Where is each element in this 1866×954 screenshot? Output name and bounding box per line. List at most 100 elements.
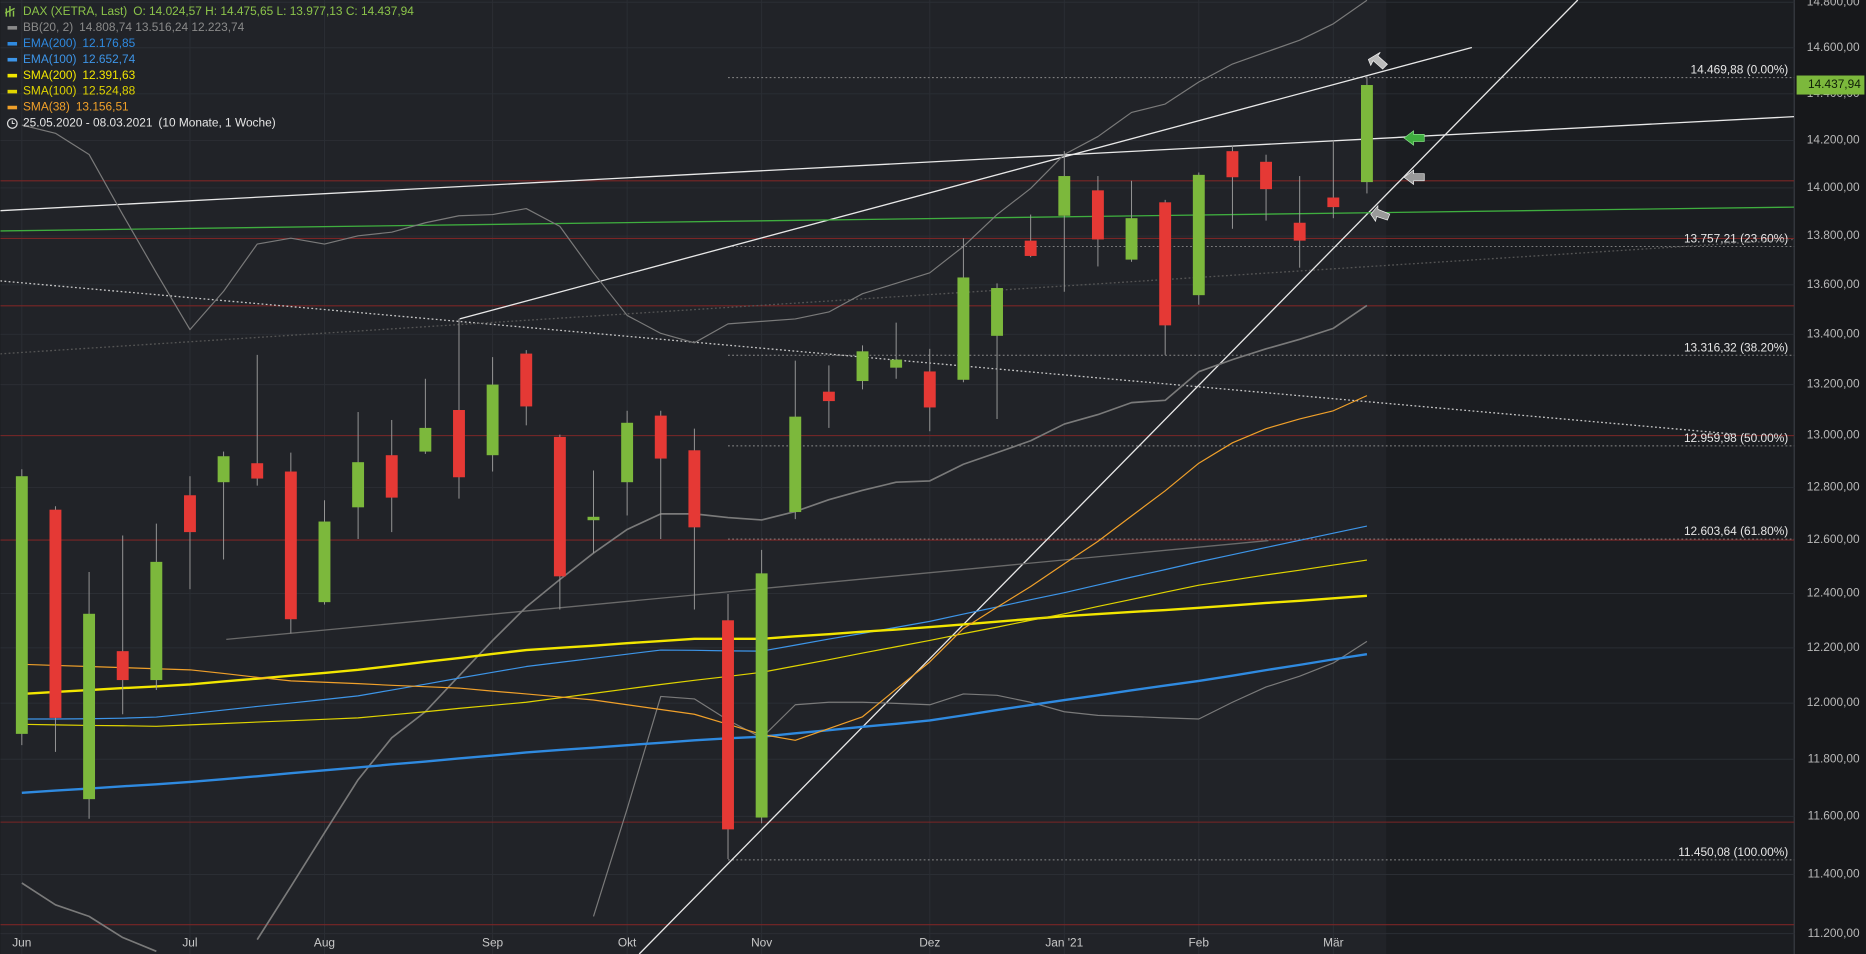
fib-label: 14.469,88 (0.00%) xyxy=(1691,63,1789,77)
legend-name: SMA(38) xyxy=(23,100,70,114)
legend-name: SMA(200) xyxy=(23,68,77,82)
candle-body xyxy=(923,371,936,408)
candle-body xyxy=(385,455,398,498)
arrow-icon xyxy=(1370,204,1391,223)
arrow-icon xyxy=(1403,130,1425,146)
y-tick-label: 14.600,00 xyxy=(1807,40,1860,54)
fib-label: 13.316,32 (38.20%) xyxy=(1684,340,1788,354)
candle-body xyxy=(1226,151,1239,178)
fib-label: 12.959,98 (50.00%) xyxy=(1684,431,1788,445)
legend-value: 12.391,63 xyxy=(82,68,135,82)
trendline xyxy=(0,280,1737,435)
arrow-icon xyxy=(1367,52,1388,70)
axis: 11.200,00 11.400,00 11.600,00 11.800,00 12.0… xyxy=(12,0,1865,949)
legend-value: 14.808,74 13.516,24 12.223,74 xyxy=(79,20,244,34)
candle-body xyxy=(419,427,432,452)
price-axis xyxy=(1794,0,1866,954)
arrow-icon xyxy=(1403,169,1425,186)
y-tick-label: 11.400,00 xyxy=(1808,867,1860,881)
candle-body xyxy=(453,410,465,478)
legend-swatch xyxy=(7,105,18,110)
legend-swatch xyxy=(7,89,18,94)
y-tick-label: 11.200,00 xyxy=(1808,926,1860,940)
candle-body xyxy=(654,415,667,459)
candle-body xyxy=(553,436,566,577)
candle-body xyxy=(352,462,365,508)
indicator-line xyxy=(21,594,1368,696)
legend-value: 12.524,88 xyxy=(82,84,135,98)
fib-label: 12.603,64 (61.80%) xyxy=(1684,524,1788,538)
x-tick-label: Jan '21 xyxy=(1045,935,1083,949)
clock-icon xyxy=(6,118,18,129)
indicator-line xyxy=(21,395,1368,741)
x-tick-label: Jul xyxy=(182,935,197,949)
legend-name: BB(20, 2) xyxy=(23,20,73,34)
y-tick-label: 12.400,00 xyxy=(1807,586,1860,600)
legend: DAX (XETRA, Last) O: 14.024,57 H: 14.475,… xyxy=(4,4,414,130)
candle-body xyxy=(1260,161,1273,190)
x-tick-label: Sep xyxy=(482,935,504,949)
bollinger-upper xyxy=(21,0,1368,344)
legend-swatch xyxy=(7,41,18,46)
clock-hand xyxy=(11,120,15,125)
legend-name: DAX (XETRA, Last) xyxy=(23,4,127,18)
indicator-line xyxy=(21,525,1368,720)
y-tick-label: 14.000,00 xyxy=(1807,180,1860,194)
y-tick-label: 11.800,00 xyxy=(1808,751,1860,765)
legend-value: 12.176,85 xyxy=(82,36,135,50)
candle-body xyxy=(722,620,734,830)
bollinger-middle xyxy=(21,304,1368,953)
x-tick-label: Nov xyxy=(751,935,772,949)
y-tick-label: 14.800,00 xyxy=(1807,0,1860,8)
legend-swatch xyxy=(7,73,18,78)
candle-body xyxy=(1024,240,1037,256)
instrument-icon xyxy=(4,5,16,17)
candle-body xyxy=(15,476,28,734)
candle-body xyxy=(789,416,802,513)
y-tick-label: 12.600,00 xyxy=(1807,532,1860,546)
fib-label: 11.450,08 (100.00%) xyxy=(1678,845,1788,859)
candle-body xyxy=(318,521,331,603)
legend-name: EMA(100) xyxy=(23,52,77,66)
x-tick-label: Feb xyxy=(1189,935,1210,949)
x-tick-label: Aug xyxy=(314,935,335,949)
candle-body xyxy=(1360,85,1373,183)
candle-body xyxy=(251,463,264,479)
candle-body xyxy=(688,450,701,528)
candle-body xyxy=(1159,202,1172,326)
candle-body xyxy=(1058,176,1071,216)
candle-body xyxy=(1125,218,1138,260)
y-tick-label: 12.800,00 xyxy=(1807,480,1860,494)
candle-body xyxy=(150,561,163,681)
price-tag-label: 14.437,94 xyxy=(1808,77,1861,91)
y-tick-label: 11.600,00 xyxy=(1808,809,1860,823)
x-tick-label: Jun xyxy=(12,935,31,949)
trendline xyxy=(0,115,1795,212)
legend-value: O: 14.024,57 H: 14.475,65 L: 13.977,13 C… xyxy=(133,4,414,18)
y-tick-label: 13.000,00 xyxy=(1807,428,1860,442)
candle-body xyxy=(587,516,600,521)
candle-body xyxy=(856,351,869,382)
indicator-line xyxy=(21,653,1368,795)
y-tick-label: 13.800,00 xyxy=(1807,228,1860,242)
candle-body xyxy=(184,495,196,533)
trendline xyxy=(459,46,1473,320)
price-tag xyxy=(1796,75,1865,95)
y-tick-label: 12.000,00 xyxy=(1807,695,1860,709)
candle-body xyxy=(1293,222,1306,241)
candle-body xyxy=(1091,190,1104,240)
x-tick-label: Mär xyxy=(1323,935,1343,949)
y-tick-label: 12.200,00 xyxy=(1807,640,1860,654)
fib-label: 13.757,21 (23.60%) xyxy=(1684,231,1788,245)
candle-body xyxy=(520,353,533,407)
candle-body xyxy=(116,651,129,681)
legend-value: 13.156,51 xyxy=(76,100,129,114)
candle-body xyxy=(621,422,634,483)
legend-swatch xyxy=(7,57,18,62)
x-tick-label: Dez xyxy=(919,935,940,949)
legend-name: 25.05.2020 - 08.03.2021 xyxy=(23,116,153,130)
legend-value: (10 Monate, 1 Woche) xyxy=(158,116,275,130)
y-tick-label: 13.200,00 xyxy=(1807,377,1860,391)
legend-name: SMA(100) xyxy=(23,84,77,98)
